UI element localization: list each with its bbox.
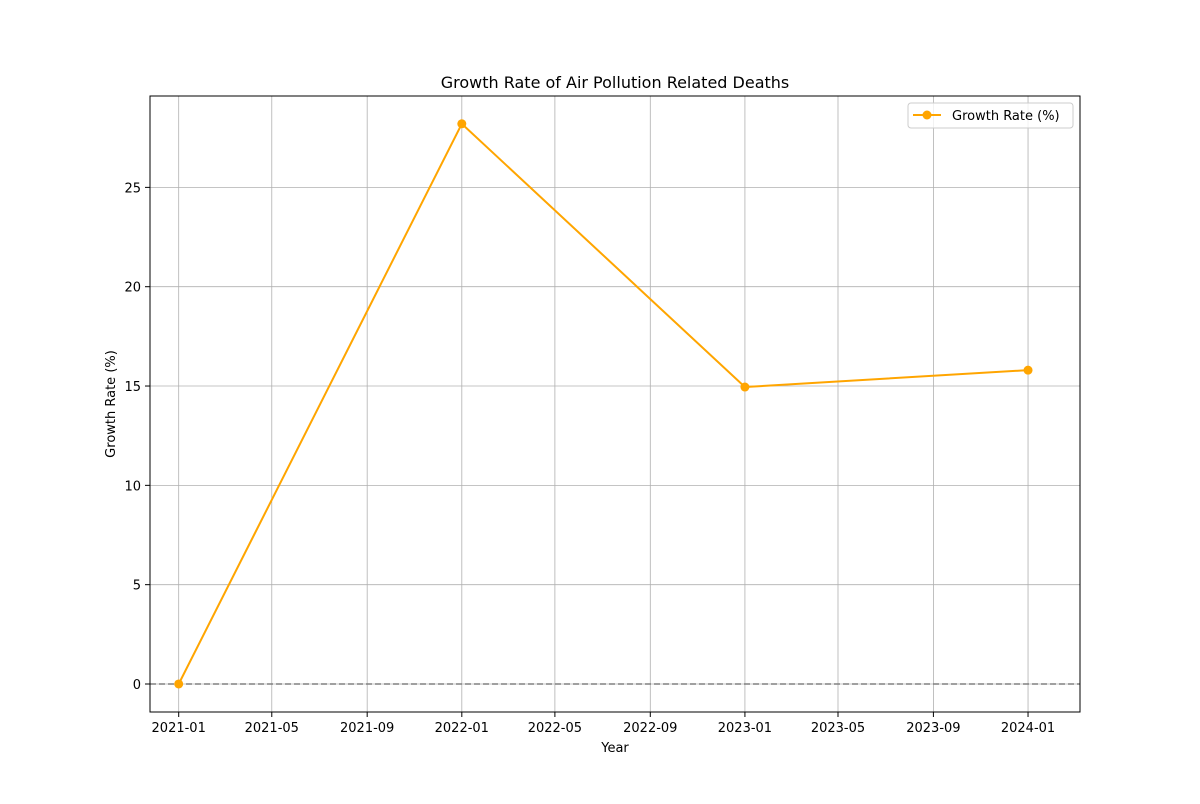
series-line	[177, 122, 1029, 685]
grid	[150, 96, 1080, 712]
plot-area-frame	[149, 95, 1081, 713]
y-tick-label: 0	[133, 678, 141, 693]
y-tick-label: 25	[124, 181, 141, 196]
data-point	[457, 119, 467, 129]
y-axis-title: Growth Rate (%)	[104, 350, 119, 458]
x-tick-label: 2023-01	[718, 721, 772, 736]
data-point	[1023, 365, 1033, 375]
legend-box	[907, 102, 1074, 129]
y-tick-label: 15	[124, 380, 141, 395]
y-tick-label: 10	[124, 479, 141, 494]
x-axis-ticks: 2021-01 2021-05 2021-09 2022-01 2022-05 2022-…	[152, 712, 1055, 736]
x-tick-label: 2021-05	[245, 721, 299, 736]
x-tick-label: 2021-09	[340, 721, 394, 736]
x-tick-label: 2023-05	[811, 721, 865, 736]
x-tick-label: 2022-09	[623, 721, 677, 736]
x-tick-label: 2024-01	[1001, 721, 1055, 736]
chart-title: Growth Rate of Air Pollution Related Dea…	[441, 73, 790, 92]
x-tick-label: 2022-05	[528, 721, 582, 736]
x-tick-label: 2022-01	[435, 721, 489, 736]
y-axis-ticks: 0 5 10 15 20 25	[124, 181, 150, 693]
legend: Growth Rate (%)	[907, 102, 1074, 129]
y-tick-label: 20	[124, 281, 141, 296]
x-tick-label: 2021-01	[152, 721, 206, 736]
y-tick-label: 5	[133, 579, 141, 594]
x-axis-title: Year	[600, 741, 629, 756]
data-point	[174, 679, 184, 689]
series-layer	[174, 119, 1033, 689]
legend-series-marker	[922, 110, 932, 120]
x-tick-label: 2023-09	[906, 721, 960, 736]
data-point	[740, 382, 750, 392]
legend-series-label: Growth Rate (%)	[952, 109, 1060, 124]
